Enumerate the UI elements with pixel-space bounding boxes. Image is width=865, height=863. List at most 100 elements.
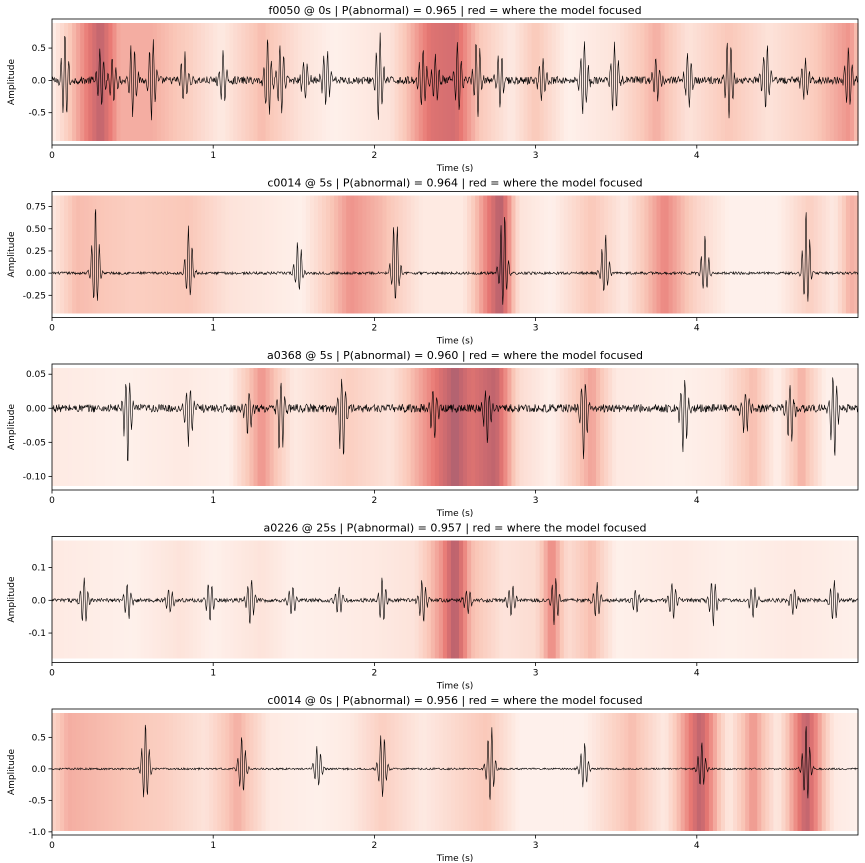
attention-strip — [446, 713, 452, 831]
attention-strip — [479, 540, 484, 659]
attention-strip — [684, 23, 690, 141]
attention-strip — [281, 23, 287, 141]
attention-strip — [733, 368, 738, 486]
attention-strip — [737, 368, 742, 486]
attention-strip — [382, 195, 388, 314]
attention-strip — [487, 713, 492, 831]
attention-strip — [479, 713, 484, 831]
attention-strip — [124, 23, 130, 141]
x-tick-label: 1 — [210, 151, 216, 161]
attention-strip — [624, 540, 629, 659]
attention-strip — [769, 23, 774, 141]
attention-strip — [737, 713, 742, 831]
chart-title: a0368 @ 5s | P(abnormal) = 0.960 | red =… — [267, 349, 643, 362]
attention-strip — [148, 540, 154, 659]
attention-strip — [491, 23, 496, 141]
attention-strip — [781, 713, 787, 831]
attention-strip — [793, 368, 799, 486]
attention-strip — [539, 368, 545, 486]
attention-strip — [837, 23, 843, 141]
attention-strip — [741, 713, 746, 831]
attention-strip — [809, 23, 815, 141]
attention-strip — [164, 195, 170, 314]
attention-strip — [825, 368, 831, 486]
attention-strip — [116, 540, 122, 659]
attention-strip — [326, 713, 331, 831]
attention-strip — [128, 713, 134, 831]
subplot-1: 0 1 2 3 4 -0.5 0.0 0.5 f0050 @ 0s | P(abnormal) … — [7, 4, 859, 174]
attention-strip — [362, 713, 367, 831]
attention-strip — [112, 368, 118, 486]
attention-strip — [446, 23, 452, 141]
attention-strip — [785, 23, 791, 141]
subplot-2: 0 1 2 3 4 -0.25 0.00 0.25 0.50 0.75 c0014 @ 5s | P… — [7, 177, 859, 347]
attention-strip — [523, 368, 529, 486]
attention-strip — [483, 540, 488, 659]
attention-strip — [305, 540, 311, 659]
attention-strip — [841, 540, 847, 659]
attention-strip — [189, 23, 194, 141]
attention-strip — [293, 713, 299, 831]
attention-strip — [636, 713, 641, 831]
attention-strip — [390, 540, 396, 659]
attention-strip — [342, 713, 347, 831]
attention-strip — [442, 195, 448, 314]
attention-strip — [600, 713, 605, 831]
attention-strip — [612, 368, 617, 486]
attention-strip — [334, 368, 339, 486]
attention-strip — [317, 368, 323, 486]
attention-strip — [664, 713, 670, 831]
attention-strip — [620, 368, 625, 486]
attention-strip — [543, 540, 549, 659]
attention-strip — [680, 195, 686, 314]
attention-strip — [789, 23, 795, 141]
attention-strip — [346, 713, 351, 831]
attention-strip — [741, 540, 746, 659]
attention-strip — [172, 540, 178, 659]
attention-strip — [140, 23, 146, 141]
attention-strip — [390, 23, 396, 141]
attention-strip — [116, 713, 122, 831]
attention-strip — [225, 368, 230, 486]
attention-strip — [293, 23, 299, 141]
attention-strip — [52, 368, 57, 486]
attention-strip — [164, 23, 170, 141]
attention-strip — [293, 368, 299, 486]
attention-strip — [362, 23, 367, 141]
attention-strip — [56, 713, 61, 831]
attention-strip — [837, 195, 843, 314]
attention-strip — [479, 368, 484, 486]
attention-strip — [68, 368, 73, 486]
attention-strip — [68, 540, 73, 659]
attention-strip — [821, 195, 827, 314]
attention-strip — [225, 540, 230, 659]
attention-strip — [575, 195, 581, 314]
attention-strip — [507, 368, 513, 486]
attention-strip — [394, 713, 400, 831]
attention-strip — [277, 23, 283, 141]
attention-strip — [72, 713, 77, 831]
attention-strip — [725, 195, 730, 314]
attention-strip — [708, 713, 714, 831]
attention-strip — [245, 540, 251, 659]
attention-strip — [664, 195, 670, 314]
attention-strip — [152, 540, 158, 659]
attention-strip — [148, 23, 154, 141]
attention-strip — [729, 540, 734, 659]
attention-strip — [567, 195, 573, 314]
attention-strip — [531, 195, 537, 314]
attention-strip — [587, 540, 593, 659]
attention-strip — [104, 368, 110, 486]
attention-strip — [845, 23, 851, 141]
attention-strip — [644, 713, 650, 831]
y-tick-label: -0.10 — [23, 472, 47, 482]
attention-strip — [515, 713, 521, 831]
attention-strip — [430, 368, 436, 486]
attention-strip — [64, 368, 69, 486]
y-tick-label: 0.00 — [26, 269, 46, 279]
attention-strip — [209, 713, 214, 831]
y-tick-label: 0.50 — [26, 225, 46, 235]
attention-strip — [221, 713, 226, 831]
attention-strip — [378, 368, 384, 486]
attention-strip — [592, 195, 597, 314]
